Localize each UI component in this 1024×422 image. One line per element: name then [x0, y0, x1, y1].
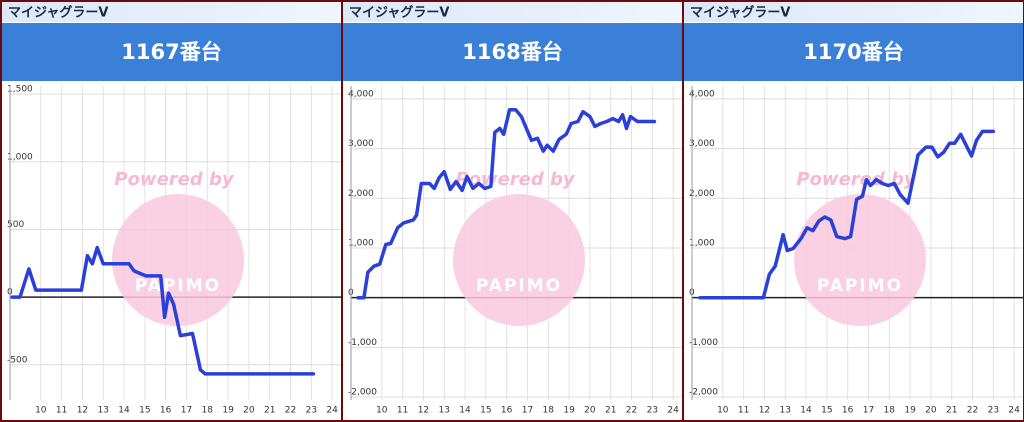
title-bar: [684, 23, 1023, 81]
x-tick-label: 20: [243, 406, 255, 416]
x-tick-label: 24: [667, 406, 679, 416]
watermark-logo: PAPIMO: [476, 276, 562, 296]
x-tick-label: 15: [480, 406, 491, 416]
x-tick-label: 20: [925, 406, 937, 416]
watermark-circle: [453, 194, 585, 326]
x-tick-label: 18: [543, 406, 555, 416]
x-tick-label: 21: [605, 406, 616, 416]
subtitle-strip: [343, 2, 682, 22]
x-tick-label: 19: [904, 406, 916, 416]
x-tick-label: 12: [759, 406, 770, 416]
watermark-text: Powered by: [455, 169, 576, 190]
y-tick-label: -2,000: [348, 388, 377, 398]
y-tick-label: -1,000: [689, 338, 718, 348]
x-tick-label: 13: [439, 406, 450, 416]
y-tick-label: 4,000: [348, 89, 374, 99]
x-tick-label: 20: [584, 406, 596, 416]
chart-panel: マイジャグラーV 1168番台 10 11 12 13 14 15 16 17 18 19 20 21 22…: [343, 2, 682, 420]
x-tick-label: 13: [98, 406, 109, 416]
x-tick-label: 23: [647, 406, 658, 416]
x-tick-label: 14: [459, 406, 471, 416]
subtitle-strip: [2, 2, 341, 22]
y-tick-label: 1,000: [7, 152, 33, 162]
x-tick-label: 16: [501, 406, 513, 416]
x-tick-label: 23: [988, 406, 999, 416]
x-tick-label: 16: [160, 406, 172, 416]
x-tick-label: 10: [376, 406, 388, 416]
data-line: [356, 107, 657, 300]
chart-panel: マイジャグラーV 1170番台 10 11 12 13 14 15 16 17 18 19 20 21 22…: [684, 2, 1023, 420]
y-tick-label: -1,000: [348, 338, 377, 348]
y-tick-label: 2,000: [348, 189, 374, 199]
y-tick-label: 1,000: [348, 238, 374, 248]
x-tick-label: 10: [35, 406, 47, 416]
x-tick-label: 19: [222, 406, 234, 416]
x-tick-label: 23: [306, 406, 317, 416]
x-tick-label: 12: [77, 406, 88, 416]
y-tick-label: 1,000: [689, 238, 715, 248]
title-bar: [2, 23, 341, 81]
subtitle: マイジャグラーV: [8, 5, 108, 21]
x-tick-label: 14: [118, 406, 130, 416]
chart-panel: マイジャグラーV 1167番台 10 11 12 13 14 15 16 17 18 19 20 21 22…: [2, 2, 341, 420]
data-line: [698, 129, 996, 300]
y-tick-label: 3,000: [689, 139, 715, 149]
x-tick-label: 21: [946, 406, 957, 416]
chart-title: 1167番台: [121, 40, 221, 64]
y-tick-label: -2,000: [689, 388, 718, 398]
y-tick-label: 1,500: [7, 85, 33, 95]
data-line: [10, 245, 316, 376]
chart-title: 1168番台: [462, 40, 562, 64]
watermark-circle: [794, 194, 926, 326]
x-tick-label: 24: [326, 406, 338, 416]
y-tick-label: 2,000: [689, 189, 715, 199]
x-tick-label: 16: [842, 406, 854, 416]
x-tick-label: 18: [884, 406, 896, 416]
watermark-logo: PAPIMO: [817, 276, 903, 296]
x-tick-label: 17: [863, 406, 874, 416]
x-tick-label: 13: [780, 406, 791, 416]
x-tick-label: 11: [738, 406, 749, 416]
x-tick-label: 18: [202, 406, 214, 416]
x-tick-label: 11: [397, 406, 408, 416]
watermark-circle: [112, 194, 244, 326]
y-tick-label: 4,000: [689, 89, 715, 99]
x-tick-label: 11: [56, 406, 67, 416]
watermark-text: Powered by: [796, 169, 917, 190]
x-tick-label: 14: [800, 406, 812, 416]
chart-title: 1170番台: [803, 40, 903, 64]
watermark-text: Powered by: [114, 169, 235, 190]
x-tick-label: 15: [139, 406, 150, 416]
x-tick-label: 12: [418, 406, 429, 416]
x-tick-label: 17: [181, 406, 192, 416]
watermark-logo: PAPIMO: [135, 276, 221, 296]
x-tick-label: 24: [1008, 406, 1020, 416]
x-tick-label: 21: [264, 406, 275, 416]
subtitle-strip: [684, 2, 1023, 22]
x-tick-label: 22: [285, 406, 296, 416]
title-bar: [343, 23, 682, 81]
y-tick-label: 3,000: [348, 139, 374, 149]
x-tick-label: 10: [717, 406, 729, 416]
y-tick-label: -500: [7, 355, 28, 365]
x-tick-label: 17: [522, 406, 533, 416]
x-tick-label: 22: [967, 406, 978, 416]
subtitle: マイジャグラーV: [349, 5, 449, 21]
subtitle: マイジャグラーV: [690, 5, 790, 21]
x-tick-label: 19: [563, 406, 575, 416]
x-tick-label: 22: [626, 406, 637, 416]
x-tick-label: 15: [821, 406, 832, 416]
y-tick-label: 500: [7, 220, 24, 230]
